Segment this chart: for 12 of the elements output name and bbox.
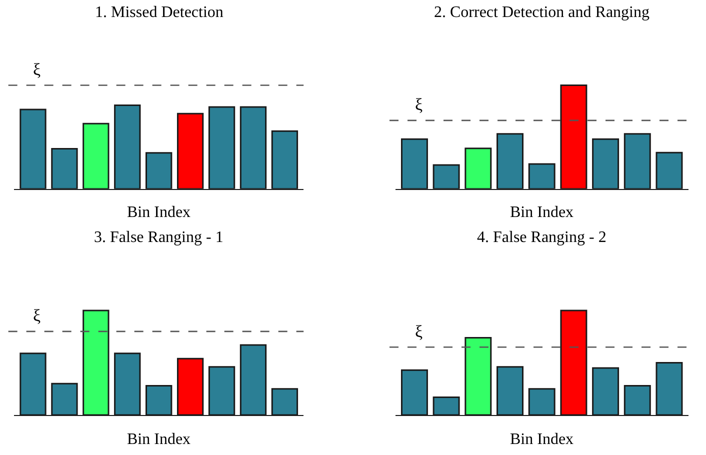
x-axis-title: Bin Index [510, 204, 574, 221]
x-axis-title: Bin Index [127, 204, 191, 221]
ref-line-label: ξ [415, 322, 423, 341]
x-axis-title: Bin Index [510, 431, 574, 448]
ref-line-label: ξ [415, 95, 423, 114]
ref-line-label: ξ [33, 306, 41, 325]
chart-title: 3. False Ranging - 1 [94, 229, 224, 246]
x-axis-title: Bin Index [127, 431, 191, 448]
ref-line-label: ξ [33, 60, 41, 79]
chart-title: 1. Missed Detection [95, 4, 224, 21]
chart-title: 2. Correct Detection and Ranging [434, 4, 650, 21]
chart-title: 4. False Ranging - 2 [477, 229, 606, 246]
